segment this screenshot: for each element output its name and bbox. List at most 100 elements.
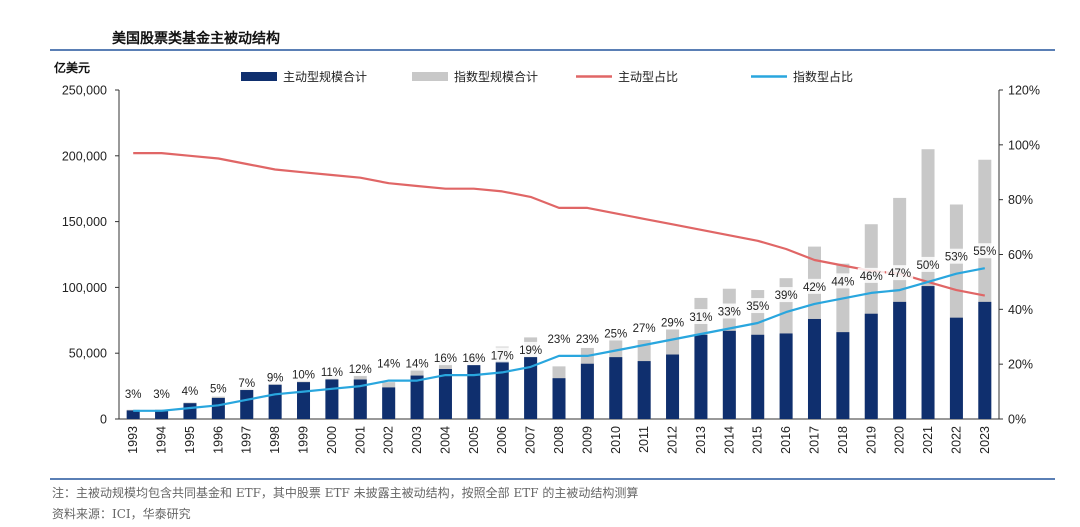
y-left-tick-label: 100,000: [62, 281, 107, 295]
data-label: 55%: [973, 246, 996, 258]
data-label-bg: [687, 309, 715, 325]
bar-active: [637, 361, 651, 419]
data-label: 14%: [406, 359, 429, 371]
chart-area: 0 50,000 100,000 150,000 200,000 250,000 0% 20%…: [54, 60, 1040, 454]
data-label-bg: [151, 385, 172, 401]
y-left-tick-label: 200,000: [62, 149, 107, 163]
bar-active: [467, 365, 481, 419]
chart-title: 美国股票类基金主被动结构: [112, 31, 280, 47]
data-label: 19%: [519, 345, 542, 357]
data-label-bg: [857, 267, 885, 283]
x-tick-label: 2001: [353, 426, 367, 454]
y-right-tick-label: 20%: [1008, 358, 1033, 372]
x-tick-label: 1994: [155, 426, 169, 454]
bar-active: [297, 382, 311, 419]
bar-active: [666, 354, 680, 419]
x-tick-label: 2010: [609, 426, 623, 454]
bar-active: [779, 333, 793, 419]
x-tick-label: 2003: [410, 426, 424, 454]
data-label-bg: [236, 374, 257, 390]
legend-label: 主动型占比: [618, 69, 678, 84]
data-label-bg: [488, 347, 516, 363]
x-tick-label: 2006: [495, 426, 509, 454]
bar-active: [524, 357, 538, 419]
legend-swatch: [412, 72, 448, 81]
data-label-bg: [829, 273, 857, 289]
source-note: 资料来源：ICI，华泰研究: [52, 507, 191, 521]
x-tick-label: 2000: [325, 426, 339, 454]
bar-active: [949, 317, 963, 419]
x-tick-label: 2017: [807, 426, 821, 454]
bar-active: [807, 318, 821, 419]
x-tick-label: 2022: [949, 426, 963, 454]
data-label-bg: [659, 314, 687, 330]
x-tick-label: 2020: [893, 426, 907, 454]
data-label-bg: [375, 355, 403, 371]
bar-active: [126, 410, 140, 419]
data-label: 27%: [633, 323, 656, 335]
bar-active: [836, 332, 850, 419]
bar-active: [609, 357, 623, 419]
legend-label: 主动型规模合计: [283, 69, 367, 84]
x-tick-label: 2016: [779, 426, 793, 454]
data-label: 53%: [945, 252, 968, 264]
x-tick-label: 2009: [580, 426, 594, 454]
line-index-share: [133, 267, 986, 412]
bar-active: [183, 403, 197, 419]
x-tick-label: 1997: [240, 426, 254, 454]
data-label-bg: [265, 369, 286, 385]
bar-active: [722, 330, 736, 419]
data-label-bg: [431, 350, 459, 366]
data-label: 23%: [547, 334, 570, 346]
line-active-share: [133, 152, 986, 297]
data-label: 16%: [462, 353, 485, 365]
x-tick-label: 2018: [836, 426, 850, 454]
x-tick-label: 1993: [126, 426, 140, 454]
data-label-bg: [517, 341, 545, 357]
y-left-tick-label: 150,000: [62, 215, 107, 229]
data-label-bg: [545, 330, 573, 346]
data-label: 50%: [917, 260, 940, 272]
data-label-bg: [886, 265, 914, 281]
bar-active: [694, 334, 708, 419]
bar-active: [211, 397, 225, 419]
data-label: 25%: [604, 328, 627, 340]
data-label-bg: [914, 256, 942, 272]
data-label-bg: [123, 385, 144, 401]
x-tick-label: 2007: [524, 426, 538, 454]
y-left-tick-label: 250,000: [62, 84, 107, 98]
data-label-bg: [715, 303, 743, 319]
data-label-bg: [208, 380, 229, 396]
data-label-bg: [318, 363, 346, 379]
x-tick-label: 2005: [467, 426, 481, 454]
data-label-bg: [460, 350, 488, 366]
data-label: 29%: [661, 317, 684, 329]
data-label-bg: [772, 287, 800, 303]
x-tick-label: 1998: [268, 426, 282, 454]
x-tick-label: 1995: [183, 426, 197, 454]
bar-active: [893, 301, 907, 419]
bar-active: [410, 375, 424, 419]
data-label-bg: [573, 330, 601, 346]
legend-label: 指数型占比: [793, 69, 853, 84]
data-label: 16%: [434, 353, 457, 365]
x-tick-label: 2019: [864, 426, 878, 454]
data-label: 4%: [182, 386, 199, 398]
header-divider: [50, 49, 1055, 51]
y-right-tick-label: 100%: [1008, 138, 1040, 152]
x-tick-label: 2023: [978, 426, 992, 454]
data-label: 11%: [321, 367, 343, 379]
y-right-tick-label: 120%: [1008, 84, 1040, 98]
bar-active: [978, 301, 992, 419]
y-left-unit-label: 亿美元: [54, 60, 90, 75]
data-label: 46%: [860, 271, 883, 283]
data-label: 44%: [831, 276, 854, 288]
data-label: 7%: [238, 378, 255, 390]
bar-active: [864, 313, 878, 419]
bar-active: [751, 334, 765, 419]
data-label: 33%: [718, 307, 741, 319]
bar-active: [268, 384, 282, 419]
bar-active: [325, 379, 339, 419]
data-label-bg: [602, 325, 630, 341]
data-label: 12%: [349, 364, 372, 376]
